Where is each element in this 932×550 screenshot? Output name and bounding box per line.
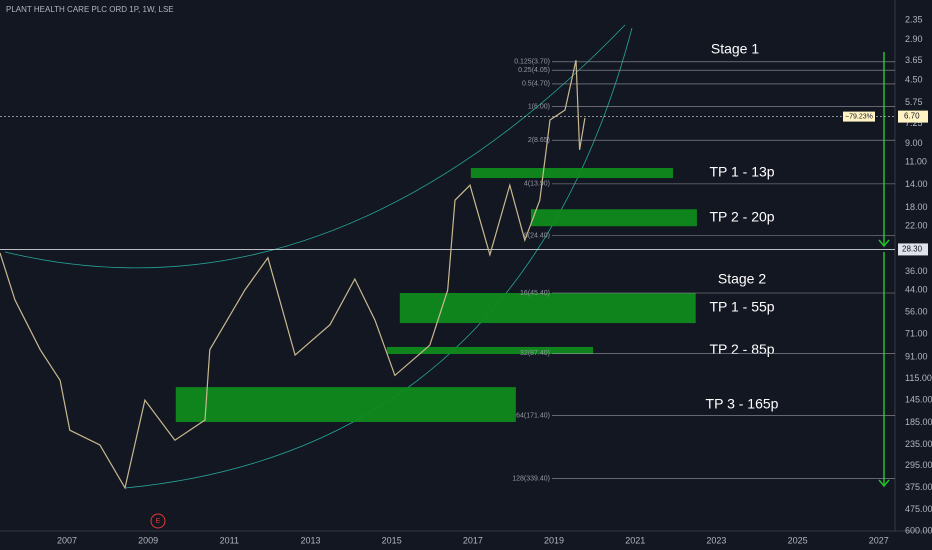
target-zone	[386, 346, 594, 355]
fib-label: 32(87.40)	[520, 350, 550, 357]
earnings-marker: E	[156, 518, 161, 525]
y-tick-label: 44.00	[905, 284, 928, 294]
stage-label: Stage 2	[718, 271, 766, 287]
zone-label: TP 2 - 20p	[709, 208, 774, 224]
x-tick-label: 2019	[544, 535, 564, 545]
x-tick-label: 2015	[382, 535, 402, 545]
fib-label: 128(339.40)	[512, 475, 550, 482]
last-price-label: 6.70	[904, 112, 920, 121]
fib-label: 0.5(4.70)	[522, 81, 550, 88]
y-tick-label: 5.75	[905, 97, 923, 107]
x-tick-label: 2025	[788, 535, 808, 545]
arc-upper	[4, 24, 626, 269]
fib-label: 0.25(4.05)	[518, 67, 550, 74]
target-zone	[175, 387, 516, 423]
y-tick-label: 475.00	[905, 504, 932, 514]
y-tick-label: 235.00	[905, 439, 932, 449]
y-tick-label: 14.00	[905, 179, 928, 189]
fib-label: 64(171.40)	[516, 412, 550, 419]
target-zone	[470, 167, 673, 179]
chart-title: PLANT HEALTH CARE PLC ORD 1P, 1W, LSE	[6, 5, 174, 14]
y-tick-label: 71.00	[905, 329, 928, 339]
x-tick-label: 2023	[706, 535, 726, 545]
fib-label: 1(6.00)	[528, 103, 550, 110]
earnings-circle	[150, 513, 166, 529]
y-tick-label: 22.00	[905, 221, 928, 231]
x-tick-label: 2013	[300, 535, 320, 545]
x-tick-label: 2007	[57, 535, 77, 545]
y-tick-label: 600.00	[905, 525, 932, 535]
y-tick-label: 2.90	[905, 34, 923, 44]
price-tag	[898, 243, 928, 256]
zone-label: TP 1 - 55p	[709, 299, 774, 315]
target-zone	[530, 209, 697, 227]
change-tag	[843, 111, 875, 122]
x-tick-label: 2017	[463, 535, 483, 545]
y-tick-label: 115.00	[905, 373, 932, 383]
y-tick-label: 2.35	[905, 14, 923, 24]
target-zone	[399, 293, 696, 324]
change-label: −79.23%	[845, 113, 873, 120]
y-tick-label: 18.00	[905, 202, 928, 212]
y-tick-label: 91.00	[905, 351, 928, 361]
zone-label: TP 1 - 13p	[709, 164, 774, 180]
fib-label: 0.125(3.70)	[514, 59, 550, 66]
y-tick-label: 9.00	[905, 138, 923, 148]
x-tick-label: 2021	[625, 535, 645, 545]
x-tick-label: 2027	[869, 535, 889, 545]
x-tick-label: 2009	[138, 535, 158, 545]
stage-label: Stage 1	[711, 41, 759, 57]
y-tick-label: 145.00	[905, 394, 932, 404]
y-tick-label: 36.00	[905, 266, 928, 276]
price-line	[0, 59, 586, 490]
y-tick-label: 4.50	[905, 74, 923, 84]
y-tick-label: 3.65	[905, 55, 923, 65]
price-tag-label: 28.30	[902, 245, 923, 254]
fib-label: 8(24.40)	[524, 233, 550, 240]
y-tick-label: 11.00	[905, 157, 927, 167]
y-tick-label: 7.25	[905, 118, 923, 128]
y-tick-label: 295.00	[905, 460, 932, 470]
zone-label: TP 3 - 165p	[706, 395, 779, 411]
x-tick-label: 2011	[220, 535, 239, 545]
arrow-head	[878, 479, 890, 488]
last-price-tag	[898, 110, 928, 123]
fib-label: 16(45.40)	[520, 290, 550, 297]
y-tick-label: 185.00	[905, 417, 932, 427]
fib-label: 2(8.65)	[528, 137, 550, 144]
fib-label: 4(13.90)	[524, 181, 550, 188]
arrows	[878, 52, 890, 488]
y-tick-label: 375.00	[905, 482, 932, 492]
zone-label: TP 2 - 85p	[709, 341, 774, 357]
arrow-head	[878, 239, 890, 248]
y-tick-label: 56.00	[905, 307, 928, 317]
